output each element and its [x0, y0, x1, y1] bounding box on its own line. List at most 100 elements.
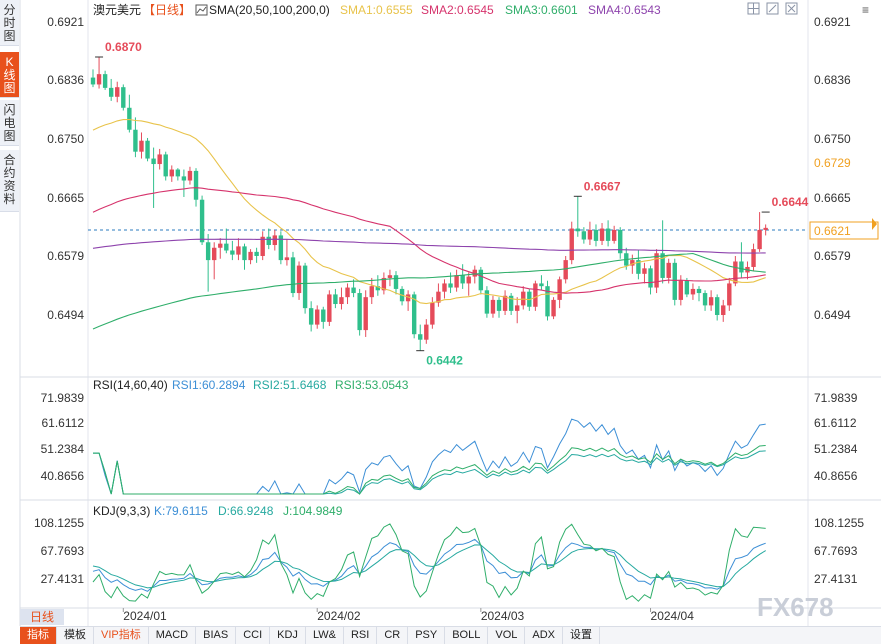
indicator-tab-bar: 指标 模板 VIP指标 MACD BIAS CCI KDJ LW& RSI CR…: [20, 626, 881, 644]
tab-vol[interactable]: VOL: [488, 627, 526, 644]
tab-adx[interactable]: ADX: [525, 627, 563, 644]
candle-body: [490, 299, 496, 314]
sma3-line: [92, 252, 766, 330]
sma3-value: SMA3:0.6601: [505, 3, 578, 17]
candle-body: [763, 227, 768, 230]
tab-bias[interactable]: BIAS: [196, 627, 237, 644]
candle-body: [157, 154, 162, 165]
tab-settings[interactable]: 设置: [563, 627, 600, 644]
maximize-icon[interactable]: [766, 2, 779, 15]
candle-body: [539, 283, 544, 287]
candle-body: [727, 283, 732, 306]
tab-indicators[interactable]: 指标: [20, 627, 57, 644]
candle-body: [666, 262, 671, 278]
current-price-label: 0.6621: [814, 224, 851, 238]
candle-body: [369, 286, 374, 298]
tab-rsi[interactable]: RSI: [344, 627, 378, 644]
kdj-tick-right: 27.4131: [814, 572, 858, 586]
candle-body: [587, 229, 593, 240]
tab-k-line[interactable]: K线图: [0, 52, 19, 98]
candle-body: [618, 229, 623, 254]
candle-body: [333, 294, 338, 305]
candle-body: [466, 276, 471, 284]
sma1-value: SMA1:0.6555: [340, 3, 413, 17]
candle-body: [508, 295, 514, 311]
kdj-j-value: J:104.9849: [283, 504, 343, 518]
candle-body: [187, 170, 193, 181]
tab-kdj[interactable]: KDJ: [270, 627, 306, 644]
candle-body: [599, 228, 605, 241]
candle-body: [266, 236, 271, 246]
candle-body: [278, 235, 284, 261]
candle-body: [181, 176, 187, 181]
tab-templates[interactable]: 模板: [57, 627, 94, 644]
candle-body: [496, 299, 502, 311]
rsi3-line: [93, 445, 766, 495]
rsi-tick: 40.8656: [41, 469, 85, 483]
candle-body: [127, 107, 132, 130]
candle-body: [484, 290, 490, 314]
sma2-value: SMA2:0.6545: [421, 3, 494, 17]
candle-body: [381, 277, 387, 291]
price-tick-right: 0.6494: [814, 308, 851, 322]
candle-body: [605, 228, 611, 241]
indicator-icon[interactable]: [195, 4, 208, 16]
tab-cr[interactable]: CR: [377, 627, 409, 644]
candle-body: [139, 140, 144, 152]
extreme-label: 0.6870: [105, 40, 142, 54]
price-tick: 0.6750: [47, 132, 84, 146]
period-button[interactable]: 日线: [20, 609, 64, 625]
tab-label: 分时图: [3, 3, 16, 43]
candle-body: [193, 170, 199, 200]
kdj-tick: 27.4131: [41, 572, 85, 586]
candle-body: [654, 253, 659, 288]
rsi-tick-right: 51.2384: [814, 442, 858, 456]
rsi-title: RSI(14,60,40): [93, 378, 168, 392]
candle-body: [387, 275, 393, 278]
candle-body: [284, 257, 290, 261]
candle-body: [411, 294, 417, 335]
kdj-k-line: [92, 538, 766, 592]
candle-body: [199, 199, 205, 243]
tab-macd[interactable]: MACD: [149, 627, 197, 644]
tab-label: 闪电图: [3, 103, 16, 143]
tab-vip-indicators[interactable]: VIP指标: [94, 627, 149, 644]
candle-body: [442, 283, 447, 292]
candle-body: [581, 231, 587, 240]
more-icon[interactable]: ≡: [862, 3, 869, 17]
candle-body: [327, 294, 332, 322]
candle-body: [302, 265, 308, 309]
candle-body: [660, 253, 665, 278]
tab-contract-info[interactable]: 合约资料: [0, 150, 19, 212]
kdj-j-line: [92, 523, 766, 602]
candle-body: [290, 257, 296, 294]
tab-time-chart[interactable]: 分时图: [0, 0, 19, 46]
candle-body: [224, 243, 229, 251]
tab-cci[interactable]: CCI: [236, 627, 271, 644]
tab-boll[interactable]: BOLL: [445, 627, 489, 644]
tab-lw[interactable]: LW&: [306, 627, 344, 644]
candle-body: [96, 74, 102, 85]
price-tick: 0.6665: [47, 191, 84, 205]
kdj-d-line: [92, 544, 766, 589]
candle-body: [133, 129, 138, 152]
grid-icon[interactable]: [747, 2, 760, 15]
candle-body: [175, 169, 181, 177]
close-icon[interactable]: [785, 2, 798, 15]
candle-body: [345, 287, 350, 298]
sma-marker-label: 0.6729: [814, 156, 851, 170]
candle-body: [733, 261, 738, 284]
tab-psy[interactable]: PSY: [408, 627, 446, 644]
candle-body: [163, 154, 168, 177]
rsi-tick-right: 40.8656: [814, 469, 858, 483]
extreme-label: 0.6442: [426, 354, 463, 368]
candle-body: [569, 228, 574, 261]
candle-body: [739, 261, 744, 273]
candle-body: [436, 291, 441, 303]
rsi-tick-right: 61.6112: [814, 416, 857, 430]
candle-body: [115, 87, 120, 97]
candle-body: [460, 275, 465, 284]
candle-body: [260, 236, 265, 256]
tab-flash-chart[interactable]: 闪电图: [0, 100, 19, 146]
